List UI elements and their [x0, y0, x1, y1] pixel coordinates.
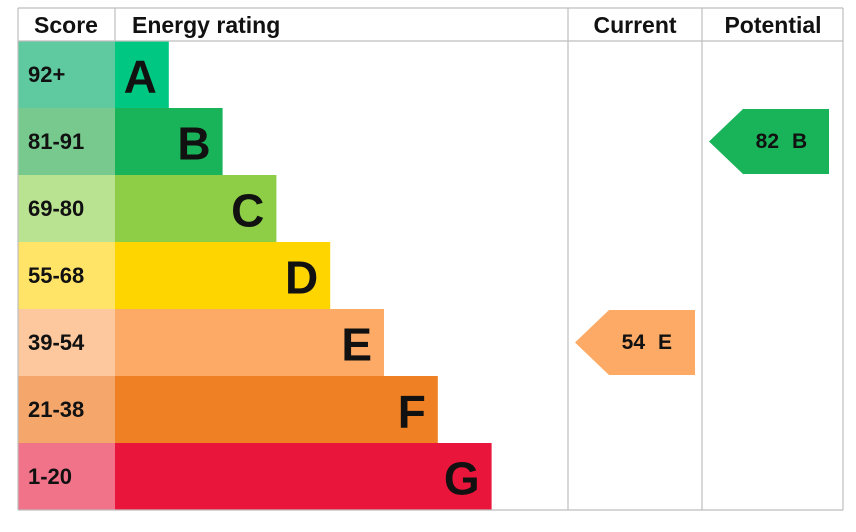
- header-potential: Potential: [724, 12, 821, 38]
- header-current: Current: [593, 12, 676, 38]
- score-cell: [18, 376, 115, 443]
- score-label: 69-80: [28, 196, 84, 221]
- rating-bar: [115, 242, 331, 309]
- potential-value: 82: [756, 130, 779, 153]
- score-cell: [18, 175, 115, 242]
- score-label: 81-91: [28, 129, 84, 154]
- rating-letter: F: [398, 386, 426, 438]
- score-label: 55-68: [28, 263, 84, 288]
- rating-bar: [115, 41, 169, 108]
- rating-letter: G: [444, 453, 480, 505]
- current-arrow: [575, 310, 695, 375]
- score-label: 39-54: [28, 330, 85, 355]
- score-cell: [18, 242, 115, 309]
- current-value: 54: [622, 331, 646, 354]
- score-label: 21-38: [28, 397, 84, 422]
- rating-letter: C: [231, 185, 264, 237]
- score-label: 1-20: [28, 464, 72, 489]
- rating-bar: [115, 108, 223, 175]
- score-cell: [18, 108, 115, 175]
- potential-arrow: [709, 109, 829, 174]
- score-cell: [18, 309, 115, 376]
- score-cell: [18, 41, 115, 108]
- rating-letter: D: [285, 252, 318, 304]
- score-cell: [18, 443, 115, 510]
- rating-letter: E: [341, 319, 372, 371]
- rating-letter: B: [177, 118, 210, 170]
- potential-letter: B: [792, 130, 807, 153]
- header-rating: Energy rating: [132, 12, 280, 38]
- current-letter: E: [658, 331, 672, 354]
- header-score: Score: [34, 12, 98, 38]
- score-label: 92+: [28, 62, 65, 87]
- rating-letter: A: [124, 51, 157, 103]
- rating-bar: [115, 309, 384, 376]
- rating-bar: [115, 175, 277, 242]
- rating-bar: [115, 376, 438, 443]
- rating-bar: [115, 443, 492, 510]
